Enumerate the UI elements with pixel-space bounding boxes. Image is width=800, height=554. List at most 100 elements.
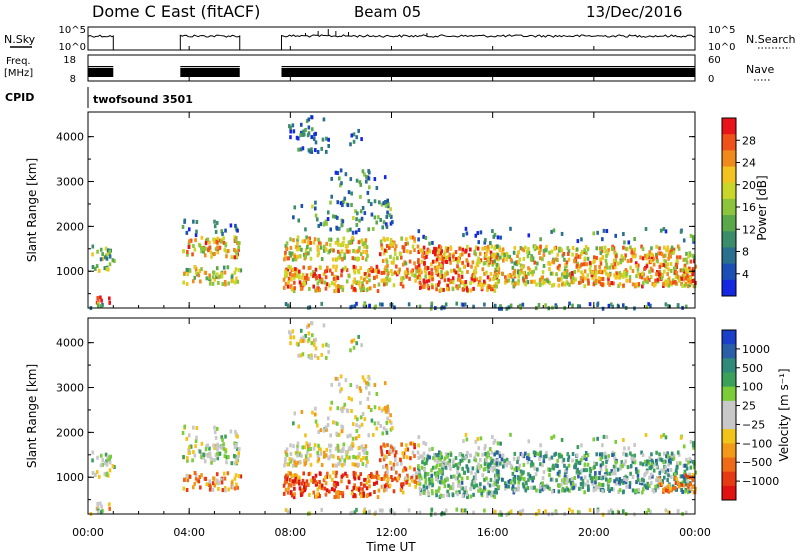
power-cell	[541, 270, 545, 275]
power-cell	[317, 240, 321, 245]
velocity-cell	[318, 471, 322, 476]
velocity-cell	[617, 480, 621, 485]
power-cell	[568, 301, 571, 306]
velocity-cell	[307, 331, 311, 336]
power-cell	[530, 254, 533, 259]
velocity-cell	[334, 420, 338, 425]
velocity-cell	[367, 479, 371, 484]
velocity-cell	[380, 452, 384, 457]
power-cell	[318, 288, 321, 293]
power-cell	[301, 239, 305, 244]
velocity-cell	[603, 451, 607, 456]
power-cell	[498, 248, 502, 253]
velocity-cell	[527, 439, 531, 444]
velocity-cell	[436, 471, 439, 476]
power-cell	[208, 240, 211, 245]
power-cell	[527, 266, 530, 271]
power-cell	[320, 257, 324, 262]
velocity-cell	[199, 485, 202, 490]
power-cell	[185, 267, 189, 272]
power-cell	[466, 262, 470, 267]
power-cell	[382, 236, 386, 241]
velocity-cell	[220, 477, 223, 482]
velocity-cell	[553, 452, 556, 457]
velocity-cell	[612, 487, 615, 492]
power-cell	[205, 276, 209, 281]
velocity-cell	[213, 457, 216, 462]
power-cell	[193, 247, 197, 252]
power-cell	[417, 258, 420, 263]
velocity-cell	[452, 474, 456, 479]
power-cell	[222, 236, 225, 241]
velocity-cell	[343, 461, 346, 466]
power-cell	[298, 269, 301, 274]
power-cell	[219, 239, 223, 244]
velocity-cell	[499, 510, 502, 515]
velocity-cell	[340, 474, 344, 479]
velocity-cell	[493, 458, 497, 463]
velocity-cell	[317, 429, 321, 434]
y-tick-label: 4000	[56, 131, 84, 144]
nave-label: Nave	[746, 63, 774, 76]
velocity-cell	[422, 451, 426, 456]
velocity-cell	[346, 449, 349, 454]
power-cell	[518, 303, 522, 308]
velocity-cell	[493, 452, 496, 457]
velocity-cell	[388, 419, 392, 424]
velocity-cell	[646, 481, 649, 486]
velocity-cell	[452, 458, 455, 463]
velocity-cell	[557, 484, 561, 489]
power-cell	[693, 255, 696, 260]
velocity-cell	[364, 463, 368, 468]
velocity-cell	[612, 471, 615, 476]
velocity-cell	[554, 463, 558, 468]
velocity-cell	[593, 465, 596, 470]
power-cell	[293, 280, 296, 285]
velocity-cell	[655, 478, 658, 483]
power-cell	[422, 250, 426, 255]
power-cell	[638, 274, 642, 279]
velocity-cell	[692, 445, 695, 450]
power-cell	[363, 172, 366, 177]
power-cell	[503, 253, 507, 258]
power-cell	[220, 229, 224, 234]
velocity-cell	[239, 474, 243, 479]
velocity-cell	[513, 451, 517, 456]
velocity-cell	[692, 441, 695, 446]
velocity-cell	[322, 450, 326, 455]
velocity-cell	[456, 470, 459, 475]
velocity-cell	[681, 489, 684, 494]
power-cell	[444, 255, 448, 260]
velocity-cell	[677, 484, 681, 489]
power-cell	[294, 257, 297, 262]
power-cell	[676, 274, 680, 279]
power-cell	[375, 274, 379, 279]
velocity-cell	[431, 483, 434, 488]
velocity-cell	[415, 475, 418, 480]
velocity-cell	[308, 442, 312, 447]
power-cell	[384, 200, 387, 205]
power-cell	[456, 264, 459, 269]
power-cell	[595, 255, 598, 260]
power-cell	[105, 267, 109, 272]
velocity-cell	[101, 458, 104, 463]
velocity-cell	[663, 459, 667, 464]
velocity-cell	[634, 467, 638, 472]
power-cell	[401, 284, 405, 289]
power-cell	[533, 260, 537, 265]
velocity-cell	[581, 485, 585, 490]
velocity-cell	[457, 464, 461, 469]
power-cell	[607, 281, 610, 286]
velocity-cell	[327, 343, 330, 348]
power-cell	[336, 283, 340, 288]
power-cell	[634, 261, 638, 266]
power-cell	[355, 135, 359, 140]
velocity-cell	[647, 508, 650, 513]
velocity-cell	[357, 434, 361, 439]
velocity-cell	[562, 457, 566, 462]
velocity-cell	[297, 353, 300, 358]
velocity-cell	[605, 459, 608, 464]
power-cell	[492, 234, 496, 239]
power-cell	[568, 282, 571, 287]
power-cell	[646, 253, 649, 258]
